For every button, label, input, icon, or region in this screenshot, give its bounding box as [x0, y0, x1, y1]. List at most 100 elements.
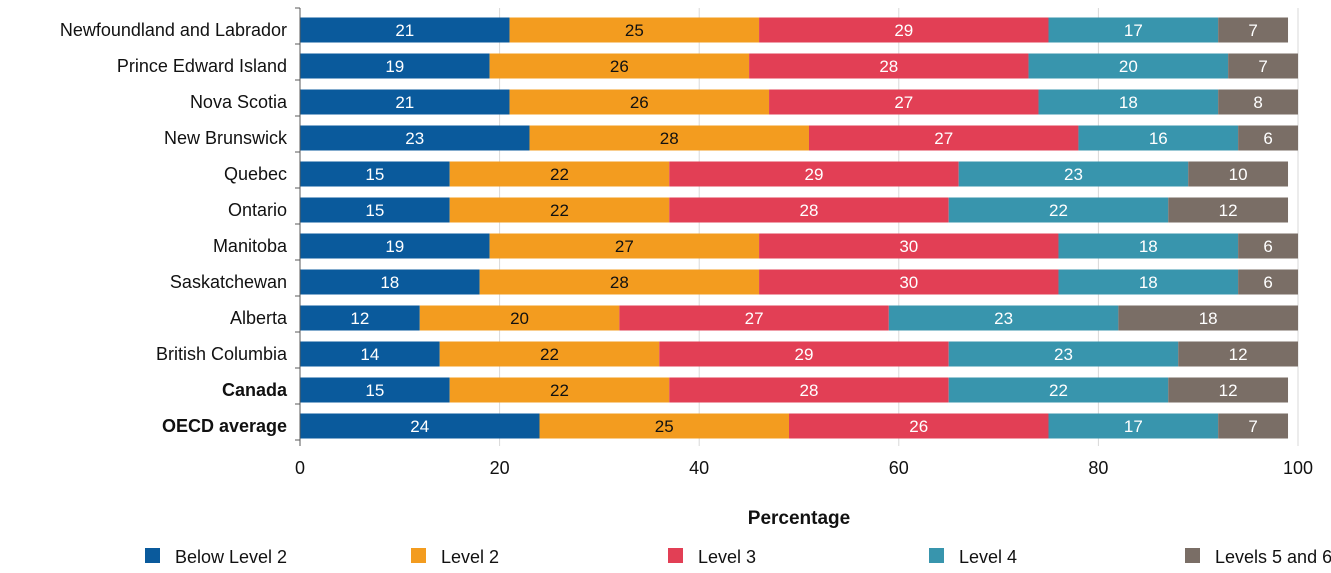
- bar-segment: [529, 125, 809, 151]
- bar-segment: [1228, 53, 1298, 79]
- data-label: 7: [1258, 57, 1267, 76]
- x-tick-label: 80: [1088, 458, 1108, 478]
- data-label: 22: [550, 165, 569, 184]
- bar-segment: [1118, 305, 1298, 331]
- category-label: Alberta: [230, 308, 288, 328]
- data-label: 27: [894, 93, 913, 112]
- bar-segment: [1238, 125, 1298, 151]
- bar-segment: [300, 269, 480, 295]
- bar-segment: [539, 413, 790, 439]
- bar-segment: [419, 305, 620, 331]
- category-label: Prince Edward Island: [117, 56, 287, 76]
- bar-segment: [509, 17, 760, 43]
- bar-segment: [1168, 197, 1289, 223]
- data-label: 20: [1119, 57, 1138, 76]
- data-label: 26: [630, 93, 649, 112]
- bar-segment: [749, 53, 1029, 79]
- bar-segment: [1048, 413, 1219, 439]
- data-label: 30: [899, 237, 918, 256]
- bar-segment: [948, 377, 1169, 403]
- bar-segment: [449, 377, 670, 403]
- bar-segment: [789, 413, 1049, 439]
- data-label: 14: [360, 345, 379, 364]
- legend-swatch: [668, 548, 683, 563]
- data-label: 7: [1248, 417, 1257, 436]
- category-label: OECD average: [162, 416, 287, 436]
- bar-segment: [1028, 53, 1229, 79]
- bar-segment: [759, 17, 1049, 43]
- category-label: Newfoundland and Labrador: [60, 20, 287, 40]
- data-label: 23: [405, 129, 424, 148]
- legend-swatch: [411, 548, 426, 563]
- legend: Below Level 2 Level 2 Level 3 Level 4 Levels…: [145, 547, 1331, 567]
- data-label: 22: [1049, 381, 1068, 400]
- data-label: 23: [1064, 165, 1083, 184]
- legend-label: Level 2: [441, 547, 499, 567]
- category-label: Canada: [222, 380, 288, 400]
- bar-segment: [1058, 233, 1239, 259]
- bar-segment: [948, 341, 1179, 367]
- bar-segment: [449, 161, 670, 187]
- bar-segment: [1218, 17, 1289, 43]
- legend-label: Below Level 2: [175, 547, 287, 567]
- bar-segment: [958, 161, 1189, 187]
- data-label: 29: [805, 165, 824, 184]
- data-label: 23: [994, 309, 1013, 328]
- data-label: 27: [745, 309, 764, 328]
- data-label: 22: [550, 201, 569, 220]
- legend-swatch: [145, 548, 160, 563]
- x-axis-title: Percentage: [748, 508, 850, 529]
- bar-segment: [489, 233, 760, 259]
- bar-segment: [300, 233, 490, 259]
- data-label: 17: [1124, 417, 1143, 436]
- bar-segment: [1078, 125, 1239, 151]
- data-label: 12: [1229, 345, 1248, 364]
- bar-segment: [1048, 17, 1219, 43]
- bar-segment: [1238, 233, 1298, 259]
- data-label: 22: [1049, 201, 1068, 220]
- data-label: 28: [800, 201, 819, 220]
- category-label: Quebec: [224, 164, 287, 184]
- data-label: 18: [1139, 273, 1158, 292]
- bar-segment: [948, 197, 1169, 223]
- data-label: 12: [1219, 201, 1238, 220]
- data-label: 6: [1263, 237, 1272, 256]
- x-tick-label: 100: [1283, 458, 1313, 478]
- legend-label: Level 3: [698, 547, 756, 567]
- data-label: 6: [1263, 129, 1272, 148]
- data-label: 18: [380, 273, 399, 292]
- category-label: New Brunswick: [164, 128, 288, 148]
- data-label: 28: [660, 129, 679, 148]
- bar-segment: [759, 233, 1059, 259]
- legend-label: Level 4: [959, 547, 1017, 567]
- bar-segment: [1178, 341, 1298, 367]
- data-label: 25: [655, 417, 674, 436]
- data-label: 15: [365, 201, 384, 220]
- bar-segment: [300, 17, 510, 43]
- legend-label: Levels 5 and 6: [1215, 547, 1331, 567]
- data-label: 16: [1149, 129, 1168, 148]
- bar-segment: [1038, 89, 1219, 115]
- category-label: Saskatchewan: [170, 272, 287, 292]
- x-axis: 0 20 40 60 80 100: [295, 7, 1313, 478]
- gridlines: [499, 8, 1299, 446]
- data-label: 25: [625, 21, 644, 40]
- bars: 21 25 29 17 7 19 26 28 20 7 21 26 27 18 8 23 28 27 16 6 15 22…: [300, 17, 1298, 439]
- bar-segment: [1058, 269, 1239, 295]
- bar-segment: [489, 53, 750, 79]
- data-label: 21: [395, 93, 414, 112]
- data-label: 12: [1219, 381, 1238, 400]
- data-label: 24: [410, 417, 429, 436]
- data-label: 18: [1139, 237, 1158, 256]
- data-label: 27: [615, 237, 634, 256]
- data-label: 15: [365, 165, 384, 184]
- bar-segment: [300, 305, 420, 331]
- bar-segment: [300, 341, 440, 367]
- data-label: 28: [879, 57, 898, 76]
- bar-segment: [479, 269, 760, 295]
- data-label: 10: [1229, 165, 1248, 184]
- bar-segment: [439, 341, 660, 367]
- bar-segment: [759, 269, 1059, 295]
